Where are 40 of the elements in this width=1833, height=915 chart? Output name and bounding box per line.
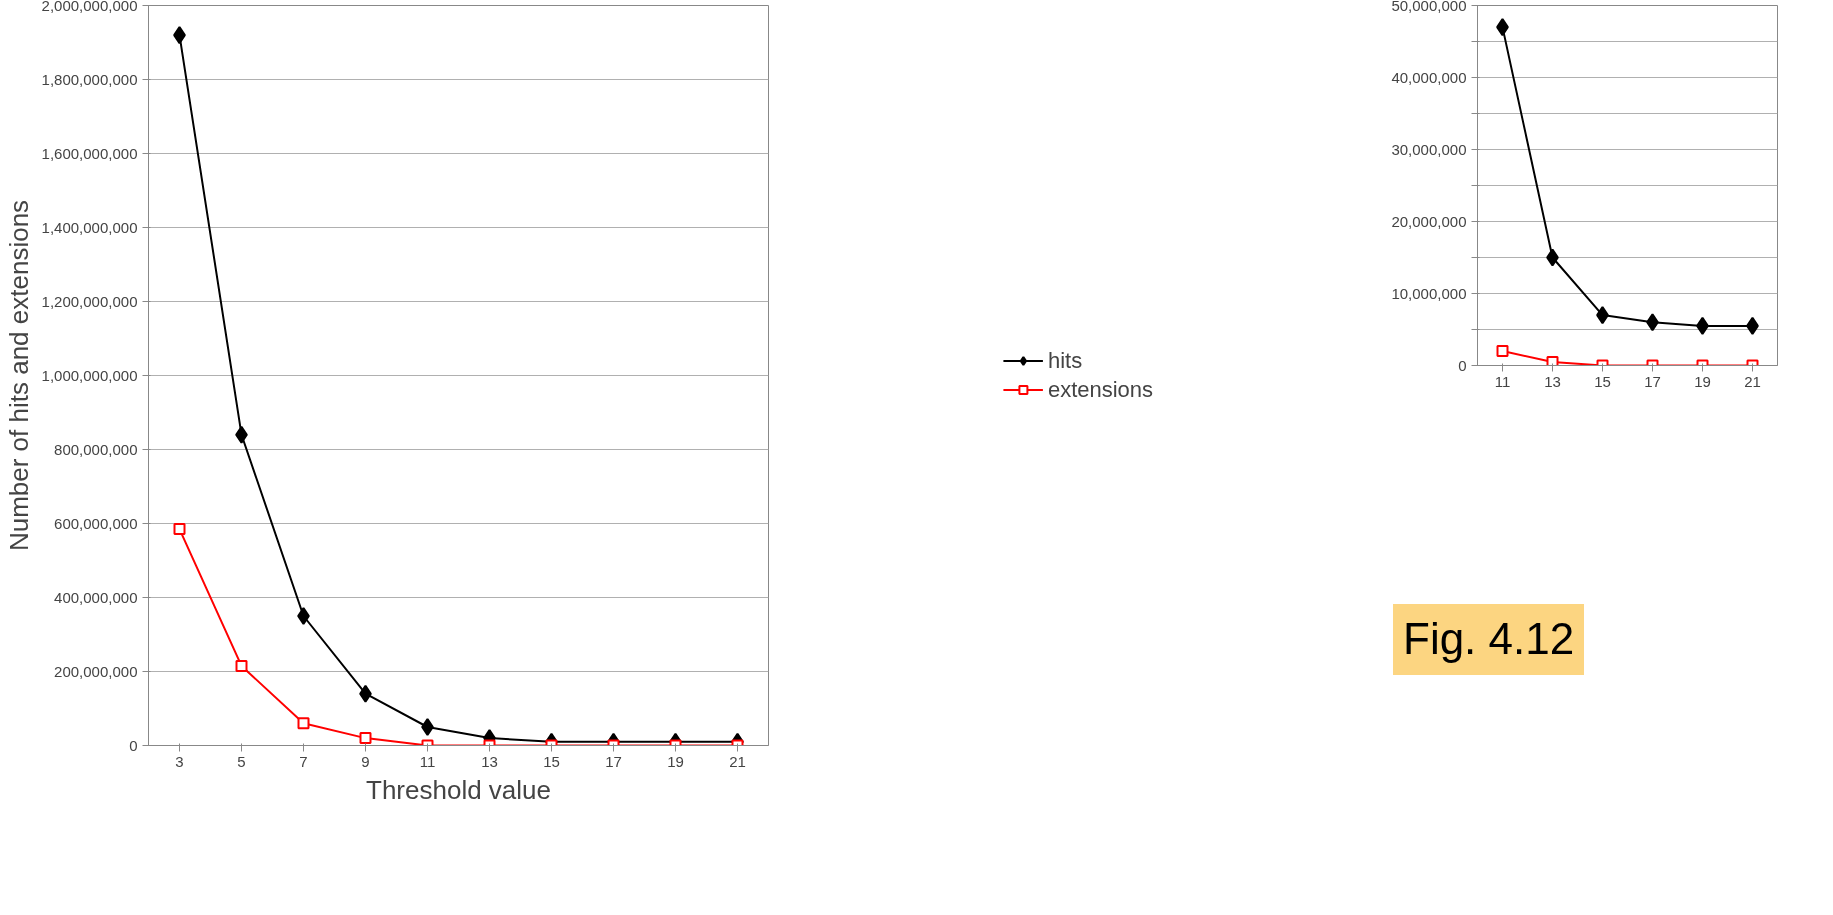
y-tick-label: 40,000,000	[1391, 68, 1467, 86]
x-axis-title: Threshold value	[366, 774, 551, 805]
y-tick-label: 20,000,000	[1391, 212, 1467, 230]
x-tick-label: 9	[361, 752, 370, 770]
y-tick-label: 2,000,000,000	[41, 0, 138, 14]
caption: Fig. 4.12	[1403, 613, 1575, 665]
x-tick-label: 15	[543, 752, 560, 770]
y-tick-label: 10,000,000	[1391, 284, 1467, 302]
y-tick-label: 0	[1458, 356, 1467, 374]
x-tick-label: 21	[1744, 372, 1761, 390]
x-tick-label: 7	[299, 752, 308, 770]
point	[1496, 345, 1509, 358]
x-tick-label: 11	[1494, 372, 1511, 390]
x-tick-label: 15	[1594, 372, 1611, 390]
y-tick-label: 600,000,000	[54, 514, 138, 532]
x-tick-label: 21	[729, 752, 746, 770]
point	[1546, 355, 1559, 366]
x-tick-label: 17	[1644, 372, 1661, 390]
y-tick-label: 200,000,000	[54, 662, 138, 680]
x-tick-label: 5	[237, 752, 246, 770]
x-tick-label: 17	[605, 752, 622, 770]
y-tick-label: 0	[129, 736, 138, 754]
x-tick-label: 13	[1544, 372, 1561, 390]
legend-label: extensions	[1047, 376, 1154, 403]
y-tick-label: 800,000,000	[54, 440, 138, 458]
x-tick-label: 19	[667, 752, 684, 770]
y-tick-label: 1,400,000,000	[41, 218, 138, 236]
y-tick-label: 1,000,000,000	[41, 366, 138, 384]
y-axis-title: Number of hits and extensions	[3, 199, 34, 552]
x-tick-label: 19	[1694, 372, 1711, 390]
x-tick-label: 3	[175, 752, 184, 770]
y-tick-label: 400,000,000	[54, 588, 138, 606]
legend-label: hits	[1047, 347, 1083, 374]
y-tick-label: 1,800,000,000	[41, 70, 138, 88]
y-tick-label: 1,600,000,000	[41, 144, 138, 162]
y-tick-label: 30,000,000	[1391, 140, 1467, 158]
x-tick-label: 11	[419, 752, 436, 770]
y-tick-label: 1,200,000,000	[41, 292, 138, 310]
x-tick-label: 13	[481, 752, 498, 770]
y-tick-label: 50,000,000	[1391, 0, 1467, 14]
